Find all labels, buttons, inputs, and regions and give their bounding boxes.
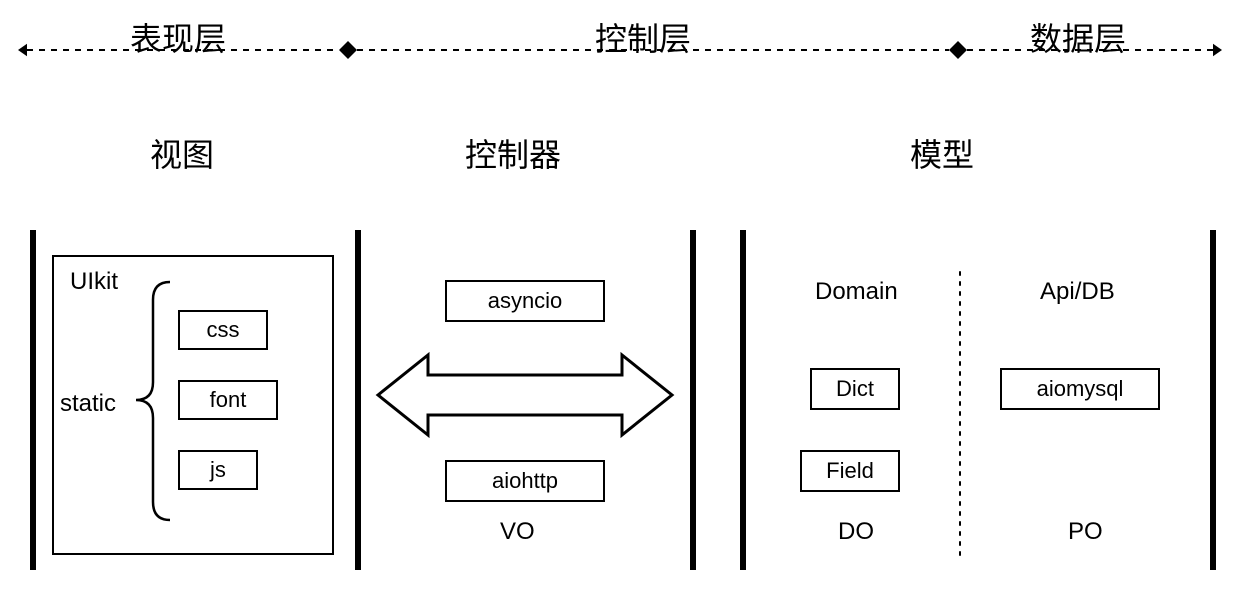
aiomysql-box: aiomysql <box>1000 368 1160 410</box>
vbar-d <box>740 230 746 570</box>
aiomysql-box-text: aiomysql <box>1037 376 1124 402</box>
font-box: font <box>178 380 278 420</box>
api-header: Api/DB <box>1040 278 1115 306</box>
layer-control-label: 控制层 <box>595 14 691 60</box>
js-box: js <box>178 450 258 490</box>
aiohttp-box: aiohttp <box>445 460 605 502</box>
dict-box-text: Dict <box>836 376 874 402</box>
do-label: DO <box>838 518 874 546</box>
po-label: PO <box>1068 518 1103 546</box>
static-label: static <box>60 390 116 418</box>
uikit-title: UIkit <box>70 268 118 296</box>
vbar-c <box>690 230 696 570</box>
dict-box: Dict <box>810 368 900 410</box>
css-box-text: css <box>207 317 240 343</box>
domain-header: Domain <box>815 278 898 306</box>
vo-label: VO <box>500 518 535 546</box>
layer-presentation-label: 表现层 <box>130 14 226 60</box>
section-model-label: 模型 <box>910 130 974 176</box>
section-controller-label: 控制器 <box>465 130 561 176</box>
font-box-text: font <box>210 387 247 413</box>
aiohttp-box-text: aiohttp <box>492 468 558 494</box>
layer-data-label: 数据层 <box>1030 14 1126 60</box>
field-box-text: Field <box>826 458 874 484</box>
field-box: Field <box>800 450 900 492</box>
css-box: css <box>178 310 268 350</box>
vbar-b <box>355 230 361 570</box>
asyncio-box: asyncio <box>445 280 605 322</box>
asyncio-box-text: asyncio <box>488 288 563 314</box>
section-view-label: 视图 <box>150 130 214 176</box>
js-box-text: js <box>210 457 226 483</box>
vbar-a <box>30 230 36 570</box>
vbar-e <box>1210 230 1216 570</box>
